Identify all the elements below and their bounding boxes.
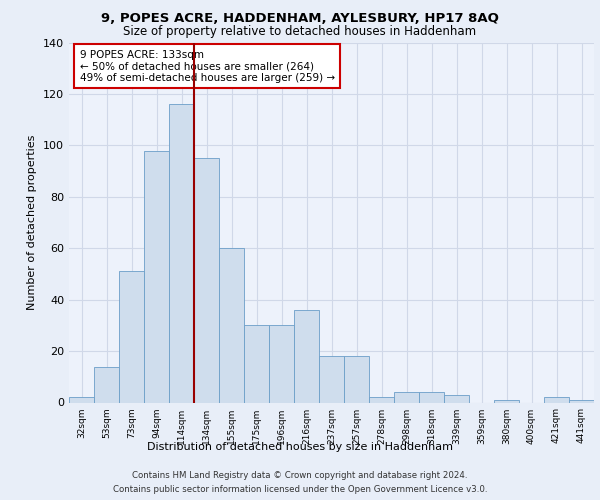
Y-axis label: Number of detached properties: Number of detached properties	[28, 135, 37, 310]
Bar	[144, 150, 169, 402]
Text: Contains HM Land Registry data © Crown copyright and database right 2024.: Contains HM Land Registry data © Crown c…	[132, 472, 468, 480]
Bar	[494, 400, 519, 402]
Bar	[219, 248, 244, 402]
Text: 9, POPES ACRE, HADDENHAM, AYLESBURY, HP17 8AQ: 9, POPES ACRE, HADDENHAM, AYLESBURY, HP1…	[101, 12, 499, 26]
Text: Size of property relative to detached houses in Haddenham: Size of property relative to detached ho…	[124, 25, 476, 38]
Bar	[169, 104, 194, 403]
Text: Contains public sector information licensed under the Open Government Licence v3: Contains public sector information licen…	[113, 484, 487, 494]
Bar	[369, 398, 394, 402]
Bar	[319, 356, 344, 403]
Text: 9 POPES ACRE: 133sqm
← 50% of detached houses are smaller (264)
49% of semi-deta: 9 POPES ACRE: 133sqm ← 50% of detached h…	[79, 50, 335, 83]
Text: Distribution of detached houses by size in Haddenham: Distribution of detached houses by size …	[147, 442, 453, 452]
Bar	[94, 366, 119, 402]
Bar	[194, 158, 219, 402]
Bar	[569, 400, 594, 402]
Bar	[419, 392, 444, 402]
Bar	[269, 326, 294, 402]
Bar	[394, 392, 419, 402]
Bar	[544, 398, 569, 402]
Bar	[69, 398, 94, 402]
Bar	[294, 310, 319, 402]
Bar	[344, 356, 369, 403]
Bar	[444, 395, 469, 402]
Bar	[244, 326, 269, 402]
Bar	[119, 272, 144, 402]
